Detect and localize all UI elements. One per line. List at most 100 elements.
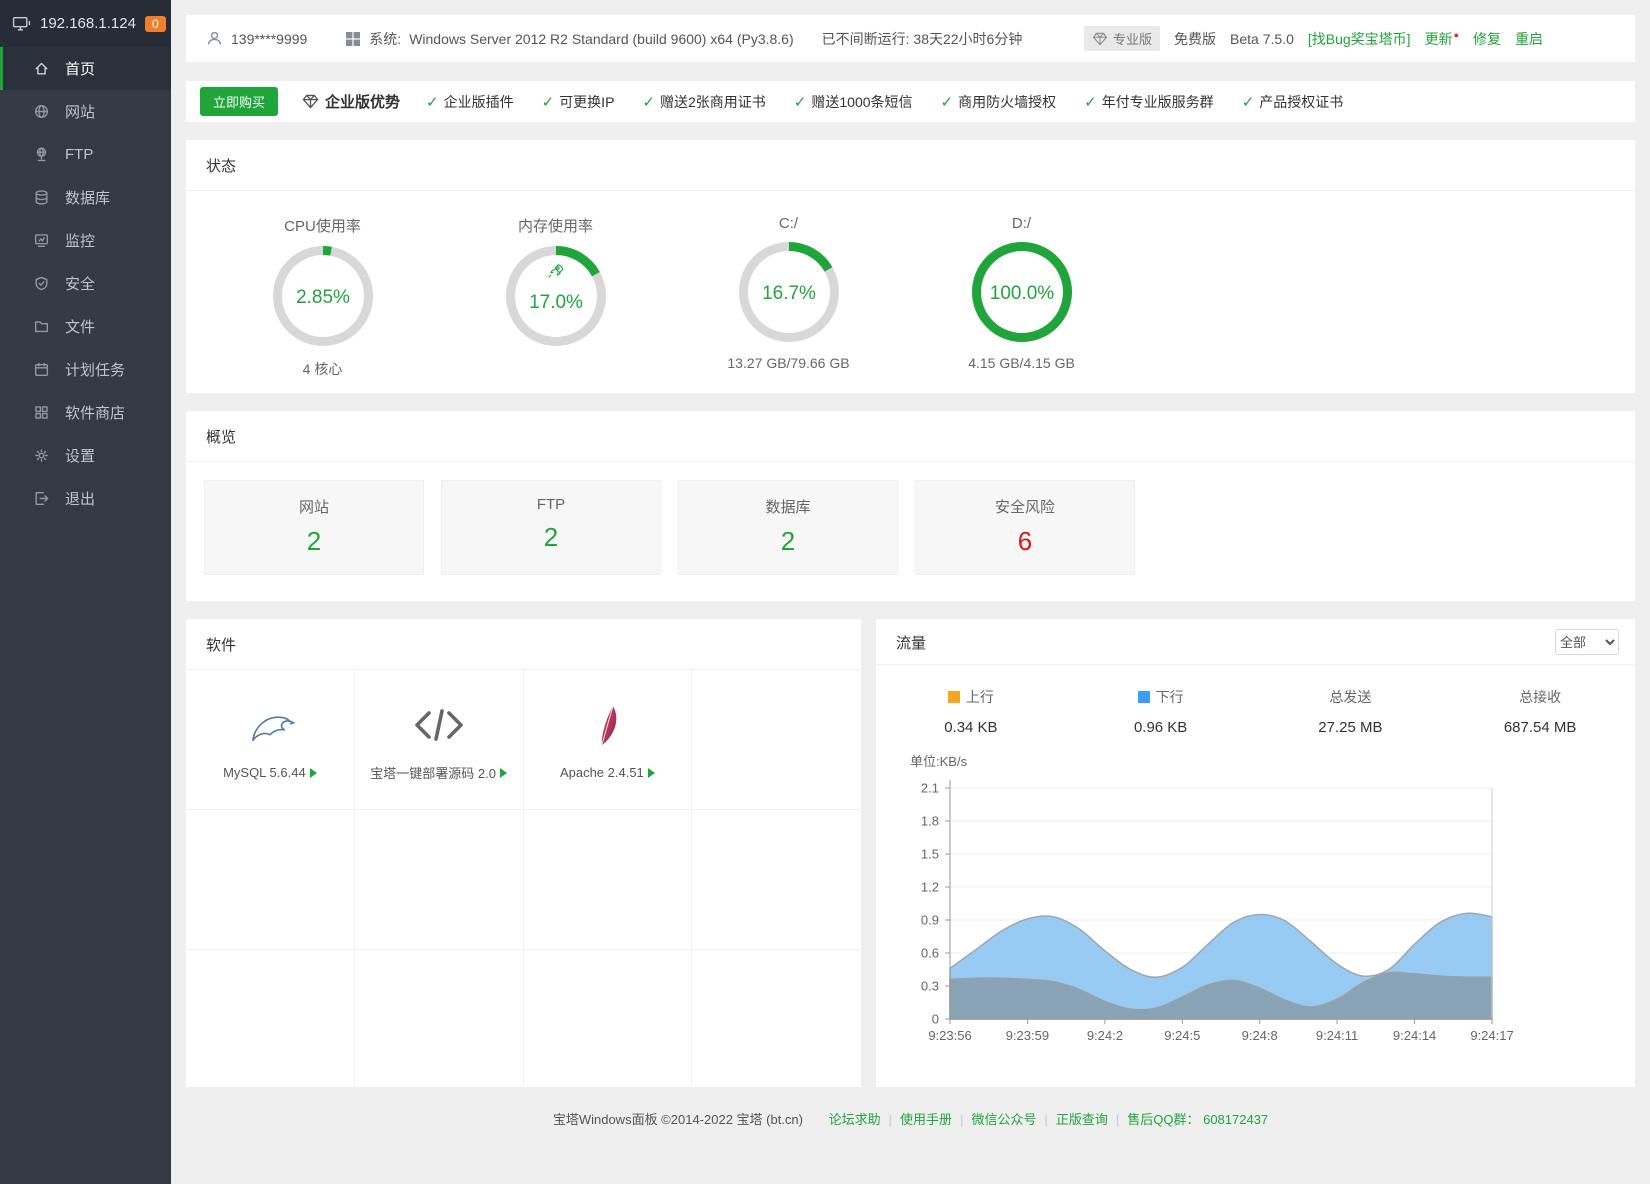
sidebar-item-label: 设置 <box>65 448 96 465</box>
svg-text:9:23:56: 9:23:56 <box>928 1028 971 1043</box>
promo-feature: ✓ 企业版插件 <box>426 93 514 111</box>
sidebar-item-label: 退出 <box>65 491 96 508</box>
overview-card-database[interactable]: 数据库 2 <box>678 480 898 575</box>
status-panel: 状态 CPU使用率 2.85% 4 核心 内存使用率 17.0% C:/ 16.7% 13.2… <box>186 140 1635 393</box>
rocket-icon <box>547 264 563 278</box>
footer: 宝塔Windows面板 ©2014-2022 宝塔 (bt.cn) 论坛求助 | 使… <box>186 1109 1635 1128</box>
gear-icon <box>33 447 50 464</box>
traffic-stat-label: 总发送 <box>1329 689 1372 705</box>
sidebar-item-home[interactable]: 首页 <box>0 47 171 90</box>
footer-qq[interactable]: 售后QQ群： 608172437 <box>1127 1112 1269 1127</box>
sidebar-item-files[interactable]: 文件 <box>0 305 171 348</box>
promo-feature: ✓ 可更换IP <box>541 93 615 111</box>
traffic-chart: 0 0.3 0.6 0.9 1.2 1.5 1.8 2.1 9:23:56 9:23:59 9:24… <box>910 754 1514 1043</box>
sidebar-item-ftp[interactable]: FTP <box>0 133 171 176</box>
traffic-filter-select[interactable]: 全部 <box>1555 629 1619 655</box>
svg-text:9:24:14: 9:24:14 <box>1393 1028 1436 1043</box>
check-icon: ✓ <box>793 93 807 111</box>
svg-text:1.5: 1.5 <box>921 847 939 862</box>
check-icon: ✓ <box>940 93 954 111</box>
gauge-title: C:/ <box>778 215 799 232</box>
software-cell-empty <box>186 810 355 950</box>
user-icon <box>206 30 223 47</box>
overview-card-ftp[interactable]: FTP 2 <box>441 480 661 575</box>
sidebar-item-monitor[interactable]: 监控 <box>0 219 171 262</box>
svg-text:0.6: 0.6 <box>921 946 939 961</box>
system-info: 系统: Windows Server 2012 R2 Standard (bui… <box>345 29 794 49</box>
footer-link-3[interactable]: 微信公众号 <box>971 1112 1037 1127</box>
sidebar-item-appstore[interactable]: 软件商店 <box>0 391 171 434</box>
software-item-apache[interactable]: Apache 2.4.51 <box>523 670 693 810</box>
software-item-bt-deploy[interactable]: 宝塔一键部署源码 2.0 <box>354 670 524 810</box>
card-value: 2 <box>543 522 559 552</box>
traffic-panel: 流量 全部 上行 0.34 KB 下行 0.96 KB 总发送 27.25 MB 总接收 68… <box>876 619 1635 1087</box>
sidebar-item-security[interactable]: 安全 <box>0 262 171 305</box>
overview-card-risk[interactable]: 安全风险 6 <box>915 480 1135 575</box>
software-cell-empty <box>523 810 693 950</box>
software-cell-empty <box>186 950 355 1090</box>
gauge-value: 100.0% <box>989 283 1054 304</box>
bug-bounty-link[interactable]: [找Bug奖宝塔币] <box>1307 30 1411 47</box>
bottom-row: 软件 MySQL 5.6.44 宝塔一键部署源码 2.0 Apache 2.4.51… <box>186 619 1635 1090</box>
sidebar-item-label: 数据库 <box>65 190 111 207</box>
gauge-ring: 17.0% <box>505 246 606 346</box>
play-icon <box>647 767 655 778</box>
gauge-cpu: CPU使用率 2.85% 4 核心 <box>206 215 439 379</box>
server-ip: 192.168.1.124 <box>40 15 136 32</box>
overview-card-website[interactable]: 网站 2 <box>204 480 424 575</box>
sidebar-item-website[interactable]: 网站 <box>0 90 171 133</box>
promo-bar: 立即购买 企业版优势 ✓ 企业版插件 ✓ 可更换IP ✓ 赠送2张商用证书 ✓ 赠送1000条… <box>186 81 1635 122</box>
software-cell-empty <box>692 950 861 1090</box>
sidebar-item-label: 计划任务 <box>65 362 126 379</box>
gauge-title: 内存使用率 <box>517 218 593 235</box>
message-count-badge[interactable]: 0 <box>144 15 166 32</box>
traffic-stat-value: 0.96 KB <box>1133 719 1188 736</box>
uptime: 已不间断运行: 38天22小时6分钟 <box>821 30 1023 47</box>
free-version-label: 免费版 <box>1174 30 1217 47</box>
monitor-icon <box>33 232 50 249</box>
software-grid: MySQL 5.6.44 宝塔一键部署源码 2.0 Apache 2.4.51 <box>186 670 861 1090</box>
server-ip-header[interactable]: 192.168.1.124 0 <box>0 0 171 47</box>
user-account[interactable]: 139****9999 <box>206 30 307 47</box>
software-cell-empty <box>692 810 861 950</box>
software-cell-empty <box>354 810 524 950</box>
version-label: Beta 7.5.0 <box>1230 30 1294 47</box>
traffic-stat-value: 27.25 MB <box>1318 719 1383 736</box>
svg-text:0.3: 0.3 <box>921 979 939 994</box>
repair-link[interactable]: 修复 <box>1473 30 1501 47</box>
promo-feature: ✓ 赠送1000条短信 <box>793 93 913 111</box>
copyright: 宝塔Windows面板 ©2014-2022 宝塔 (bt.cn) <box>552 1112 803 1127</box>
software-cell-empty <box>524 950 693 1090</box>
main-content: 139****9999 系统: Windows Server 2012 R2 S… <box>171 0 1650 1184</box>
globe-icon <box>33 103 50 120</box>
promo-features: ✓ 企业版插件 ✓ 可更换IP ✓ 赠送2张商用证书 ✓ 赠送1000条短信 ✓ 商用防火墙授权 ✓… <box>426 92 1343 112</box>
overview-cards: 网站 2 FTP 2 数据库 2 安全风险 6 <box>186 462 1635 593</box>
sidebar-item-settings[interactable]: 设置 <box>0 434 171 477</box>
software-item-mysql[interactable]: MySQL 5.6.44 <box>186 670 355 810</box>
diamond-icon <box>1092 32 1108 46</box>
footer-link-2[interactable]: 使用手册 <box>900 1112 953 1127</box>
update-link[interactable]: 更新● <box>1424 29 1459 47</box>
footer-link-4[interactable]: 正版查询 <box>1055 1112 1108 1127</box>
pro-version-badge[interactable]: 专业版 <box>1084 26 1161 51</box>
topbar-actions: 专业版 免费版 Beta 7.5.0 [找Bug奖宝塔币] 更新● 修复 重启 <box>1084 26 1543 51</box>
gauge-disk-c: C:/ 16.7% 13.27 GB/79.66 GB <box>672 215 905 379</box>
sidebar-menu: 首页 网站 FTP 数据库监控安全 文件计划任务软件商店设置退出 <box>0 47 171 520</box>
sidebar-item-database[interactable]: 数据库 <box>0 176 171 219</box>
svg-text:9:24:17: 9:24:17 <box>1470 1028 1513 1043</box>
traffic-stat-value: 0.34 KB <box>944 719 998 736</box>
traffic-panel-title: 流量 <box>896 634 927 652</box>
sidebar-item-logout[interactable]: 退出 <box>0 477 171 520</box>
buy-now-button[interactable]: 立即购买 <box>200 87 279 116</box>
bt-deploy-icon <box>411 697 467 753</box>
svg-text:1.8: 1.8 <box>921 814 939 829</box>
traffic-stat-label: 上行 <box>965 689 994 705</box>
sidebar-item-label: 监控 <box>65 233 96 250</box>
gauge-ring: 100.0% <box>971 242 1072 342</box>
restart-link[interactable]: 重启 <box>1515 30 1543 47</box>
sidebar-item-cron[interactable]: 计划任务 <box>0 348 171 391</box>
sidebar-item-label: FTP <box>65 146 94 163</box>
gauge-subtitle: 4.15 GB/4.15 GB <box>968 355 1075 371</box>
footer-link-1[interactable]: 论坛求助 <box>828 1112 881 1127</box>
status-panel-title: 状态 <box>186 140 1635 191</box>
